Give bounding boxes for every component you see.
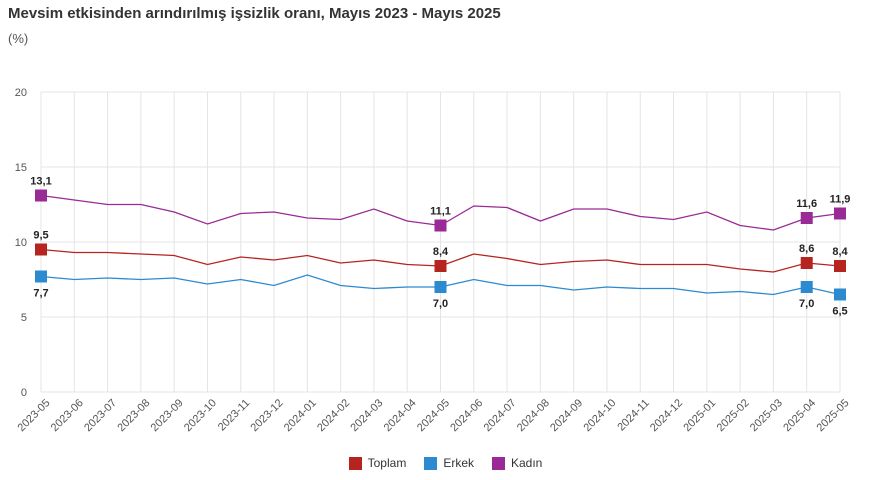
x-tick-label: 2024-11 (615, 397, 651, 433)
data-label: 13,1 (30, 176, 51, 188)
y-tick-label: 15 (15, 162, 27, 174)
data-label: 6,5 (832, 306, 847, 318)
y-tick-label: 5 (21, 312, 27, 324)
y-axis-unit: (%) (8, 31, 29, 46)
data-marker-erkek (35, 270, 47, 283)
y-tick-label: 0 (21, 387, 27, 399)
x-tick-label: 2023-11 (216, 397, 252, 433)
y-tick-label: 20 (15, 87, 27, 99)
data-label: 8,4 (832, 246, 848, 258)
x-tick-label: 2023-06 (49, 397, 86, 434)
x-tick-label: 2025-04 (781, 397, 818, 434)
legend-swatch (424, 456, 438, 470)
x-tick-label: 2024-03 (348, 397, 385, 434)
data-marker-toplam (434, 260, 447, 272)
legend-label: Erkek (443, 456, 474, 470)
data-label: 7,0 (433, 298, 448, 310)
x-tick-label: 2024-01 (282, 397, 319, 434)
x-tick-label: 2024-04 (382, 397, 419, 434)
data-labels: 9,5 8,4 8,6 8,4 7,7 7,0 7,0 6,5 13,1 11,1 11,6 11,9 (30, 176, 850, 318)
data-marker-kadın (800, 212, 813, 224)
x-tick-label: 2023-10 (182, 397, 219, 434)
x-tick-label: 2025-03 (748, 397, 785, 434)
x-tick-label: 2024-06 (448, 397, 485, 434)
data-label: 8,4 (433, 246, 449, 258)
data-label: 7,0 (799, 298, 814, 310)
legend-label: Toplam (367, 456, 407, 470)
legend-item-erkek[interactable]: Erkek (424, 456, 474, 470)
x-tick-label: 2023-09 (149, 397, 186, 434)
legend-item-kadın[interactable]: Kadın (492, 456, 542, 470)
x-tick-label: 2023-12 (249, 397, 286, 434)
x-tick-label: 2024-08 (515, 397, 552, 434)
series-markers (35, 189, 846, 301)
x-tick-label: 2024-12 (648, 397, 685, 434)
data-marker-toplam (834, 260, 846, 272)
legend-swatch (348, 456, 362, 470)
data-label: 8,6 (799, 243, 814, 255)
x-tick-label: 2024-07 (482, 397, 519, 434)
data-marker-toplam (800, 257, 813, 269)
x-axis-ticks: 2023-052023-062023-072023-082023-092023-… (16, 397, 852, 434)
x-tick-label: 2023-08 (115, 397, 152, 434)
legend-item-toplam[interactable]: Toplam (348, 456, 407, 470)
data-label: 11,9 (830, 194, 851, 206)
data-marker-kadın (35, 189, 47, 202)
grid (40, 91, 841, 393)
y-axis-ticks: 0 5 10 15 20 (15, 87, 27, 399)
y-tick-label: 10 (15, 237, 27, 249)
chart-title: Mevsim etkisinden arındırılmış işsizlik … (8, 5, 501, 22)
data-marker-kadın (434, 219, 447, 232)
x-tick-label: 2025-02 (715, 397, 752, 434)
data-marker-toplam (35, 243, 47, 256)
x-tick-label: 2024-05 (415, 397, 452, 434)
x-tick-label: 2023-05 (16, 397, 53, 434)
x-tick-label: 2025-05 (815, 397, 852, 434)
data-marker-kadın (834, 207, 846, 220)
data-marker-erkek (434, 281, 447, 293)
x-tick-label: 2023-07 (82, 397, 119, 434)
data-label: 9,5 (33, 230, 48, 242)
x-tick-label: 2025-01 (681, 397, 718, 434)
data-marker-erkek (800, 281, 813, 293)
legend: Toplam Erkek Kadın (0, 456, 891, 470)
data-label: 11,1 (430, 206, 451, 218)
x-tick-label: 2024-10 (581, 397, 618, 434)
x-tick-label: 2024-09 (548, 397, 585, 434)
legend-swatch (492, 456, 505, 470)
legend-label: Kadın (511, 456, 543, 470)
x-tick-label: 2024-02 (315, 397, 352, 434)
data-marker-erkek (834, 288, 846, 301)
data-label: 11,6 (796, 198, 817, 210)
data-label: 7,7 (33, 288, 48, 300)
